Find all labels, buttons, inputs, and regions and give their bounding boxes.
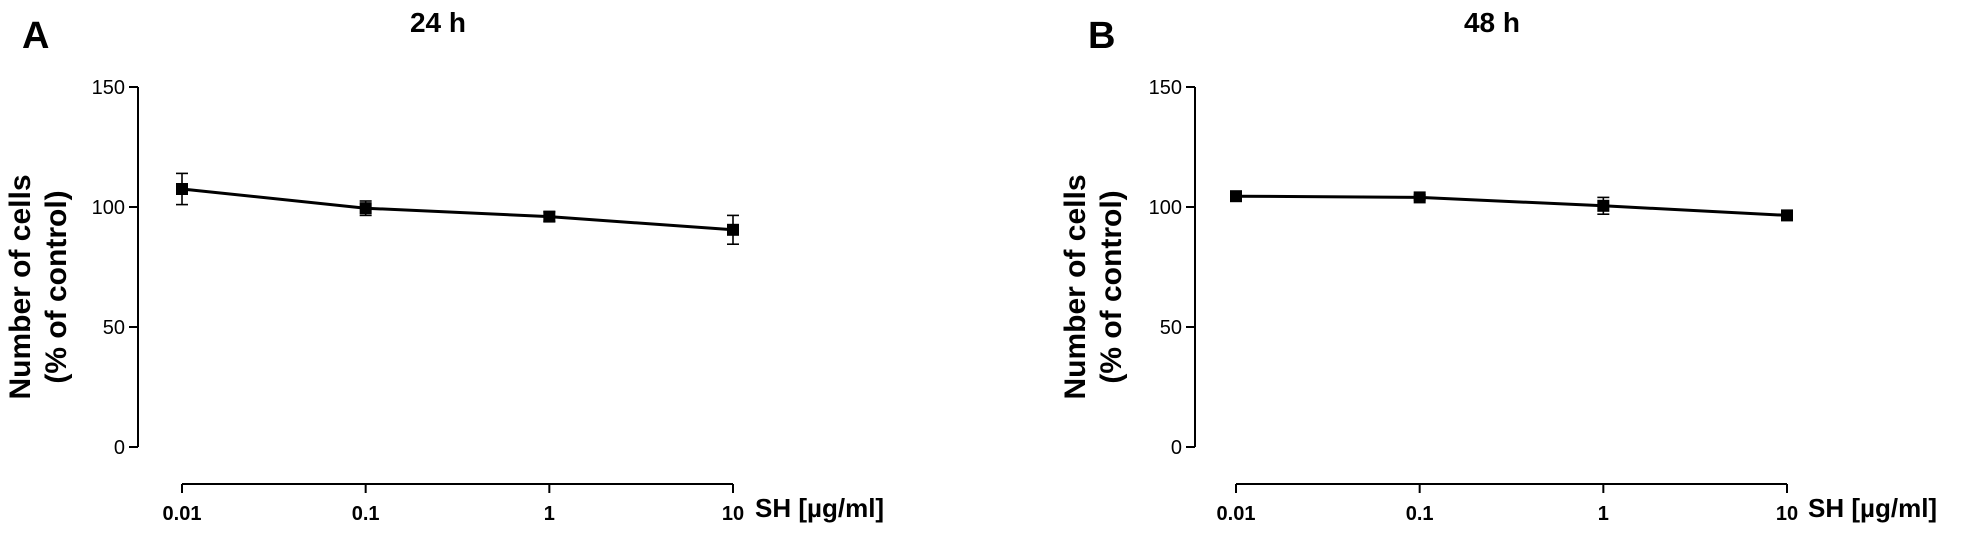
x-ticks: 0.01 0.1 1 10 bbox=[163, 484, 744, 525]
y-tick-label: 100 bbox=[1149, 197, 1182, 219]
chart-title: 24 h bbox=[410, 7, 466, 38]
data-point bbox=[1230, 190, 1242, 203]
x-tick-label: 1 bbox=[544, 503, 555, 525]
x-tick-label: 0.1 bbox=[352, 503, 380, 525]
series-line bbox=[181, 187, 734, 232]
data-point bbox=[1413, 191, 1426, 204]
data-point bbox=[359, 202, 372, 215]
x-axis-label: SH [µg/ml] bbox=[755, 493, 884, 523]
y-axis-label-line-2: (% of control) bbox=[40, 190, 73, 383]
data-point bbox=[1597, 199, 1610, 212]
x-ticks: 0.01 0.1 1 10 bbox=[1217, 484, 1798, 525]
chart-title: 48 h bbox=[1464, 7, 1520, 38]
y-ticks: 0 50 100 150 bbox=[1149, 77, 1195, 459]
x-tick-label: 0.01 bbox=[163, 503, 202, 525]
x-tick-label: 0.01 bbox=[1217, 503, 1256, 525]
x-tick-label: 1 bbox=[1598, 503, 1609, 525]
data-point bbox=[543, 210, 556, 223]
error-bars bbox=[176, 172, 739, 245]
data-points bbox=[1230, 190, 1793, 222]
y-axis-label-line-1: Number of cells bbox=[4, 174, 37, 399]
data-point bbox=[727, 223, 739, 236]
data-points bbox=[176, 183, 739, 236]
chart-panel-b: B 48 h Number of cells (% of control) 0 5… bbox=[1059, 7, 1937, 525]
y-tick-label: 0 bbox=[1171, 437, 1182, 459]
series-line bbox=[1235, 194, 1788, 217]
y-ticks: 0 50 100 150 bbox=[92, 77, 138, 459]
y-tick-label: 50 bbox=[103, 317, 125, 339]
data-point bbox=[1781, 209, 1793, 222]
y-tick-label: 100 bbox=[92, 197, 125, 219]
x-tick-label: 10 bbox=[1776, 503, 1798, 525]
x-tick-label: 0.1 bbox=[1406, 503, 1434, 525]
y-tick-label: 150 bbox=[92, 77, 125, 99]
y-tick-label: 150 bbox=[1149, 77, 1182, 99]
y-axis-label-line-1: Number of cells bbox=[1059, 174, 1092, 399]
panel-letter: A bbox=[22, 15, 49, 57]
y-tick-label: 0 bbox=[114, 437, 125, 459]
chart-panel-a: A 24 h Number of cells (% of control) 0 5… bbox=[4, 7, 884, 525]
x-axis-label: SH [µg/ml] bbox=[1808, 493, 1937, 523]
panel-letter: B bbox=[1088, 15, 1115, 57]
y-tick-label: 50 bbox=[1160, 317, 1182, 339]
data-point bbox=[176, 183, 188, 195]
x-tick-label: 10 bbox=[722, 503, 744, 525]
y-axis-label-line-2: (% of control) bbox=[1095, 190, 1128, 383]
